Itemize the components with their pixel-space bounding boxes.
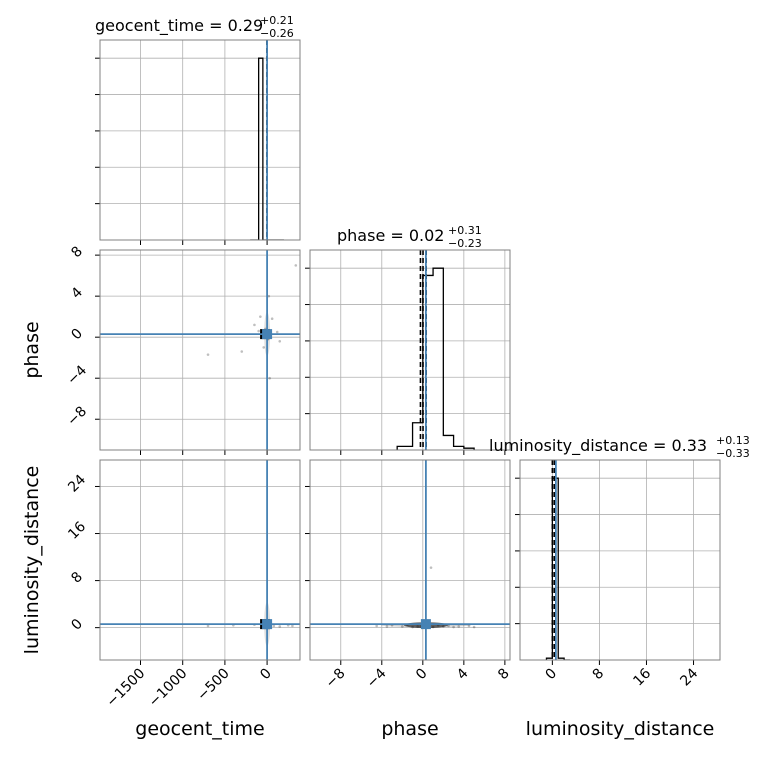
sample-point bbox=[275, 330, 279, 334]
sample-point bbox=[294, 264, 298, 267]
panel-inner bbox=[100, 40, 300, 240]
panel-phase-luminosity_distance: −8 −4 0 4 8 bbox=[305, 459, 513, 692]
sample-point bbox=[291, 624, 294, 628]
x-tick-label: −1500 bbox=[104, 666, 149, 711]
panel-frame bbox=[99, 249, 301, 451]
title-geocent-time-value: geocent_time = 0.29 bbox=[95, 16, 263, 36]
histogram-step bbox=[396, 267, 475, 450]
x-tick-label: 0 bbox=[543, 666, 561, 684]
panel-geocent_time-geocent_time bbox=[95, 39, 301, 245]
panel-inner bbox=[520, 460, 720, 660]
y-tick-label: 4 bbox=[68, 284, 86, 302]
sample-point bbox=[385, 625, 389, 628]
x-tick-label: 0 bbox=[257, 666, 275, 684]
x-axis-label-luminosity-distance: luminosity_distance bbox=[526, 718, 715, 740]
title-phase-value: phase = 0.02 bbox=[337, 226, 444, 245]
panel-inner bbox=[100, 460, 300, 660]
panel-frame bbox=[309, 249, 511, 451]
sample-point bbox=[272, 624, 276, 628]
title-geocent-time: geocent_time = 0.29 bbox=[95, 16, 263, 36]
y-axis-label-luminosity-distance: luminosity_distance bbox=[21, 466, 43, 655]
sample-point bbox=[401, 625, 404, 628]
title-geocent-time-sub: −0.26 bbox=[260, 27, 294, 40]
panel-inner bbox=[310, 460, 510, 660]
title-phase-sub: −0.23 bbox=[448, 237, 482, 250]
x-axis-label-phase: phase bbox=[381, 718, 438, 740]
x-tick-label: −1000 bbox=[146, 666, 191, 711]
x-tick-label: 4 bbox=[454, 665, 472, 683]
histogram-step bbox=[545, 477, 570, 660]
panel-inner bbox=[310, 250, 510, 450]
x-tick-label: 8 bbox=[590, 666, 608, 684]
panel-frame bbox=[99, 459, 301, 661]
y-tick-label: 8 bbox=[68, 569, 86, 587]
corner-panels: −8 −4 0 4 8 −1500−1000 −500 0 0 8 16 24 −8 −4 0 4 8 0 8 16 2… bbox=[64, 39, 721, 711]
histogram-step bbox=[250, 57, 284, 240]
panel-phase-phase bbox=[305, 249, 511, 455]
title-luminosity-distance-sup: +0.13 bbox=[716, 434, 750, 447]
panel-inner bbox=[100, 250, 300, 450]
title-phase: phase = 0.02 bbox=[337, 226, 444, 245]
y-tick-label: 8 bbox=[68, 243, 86, 261]
sample-point bbox=[452, 625, 455, 629]
x-tick-label: 0 bbox=[413, 666, 431, 684]
sample-point bbox=[429, 566, 433, 569]
sample-point bbox=[206, 353, 210, 356]
title-phase-sup: +0.31 bbox=[448, 224, 482, 237]
title-luminosity-distance: luminosity_distance = 0.33 bbox=[489, 436, 707, 456]
sample-point bbox=[467, 624, 471, 628]
panel-frame bbox=[519, 459, 721, 661]
truth-marker bbox=[262, 329, 273, 340]
sample-point bbox=[253, 323, 256, 327]
panel-geocent_time-luminosity_distance: −1500−1000 −500 0 0 8 16 24 bbox=[65, 459, 301, 711]
y-tick-label: −8 bbox=[64, 403, 90, 429]
x-tick-label: 24 bbox=[677, 665, 701, 689]
sample-point bbox=[270, 317, 274, 321]
panel-geocent_time-phase: −8 −4 0 4 8 bbox=[64, 243, 301, 455]
panel-luminosity_distance-luminosity_distance: 0 8 16 24 bbox=[515, 459, 721, 689]
sample-point bbox=[206, 624, 210, 628]
y-tick-label: 16 bbox=[65, 519, 89, 543]
sample-point bbox=[257, 329, 260, 333]
sample-point bbox=[240, 350, 244, 353]
sample-point bbox=[278, 625, 282, 628]
x-tick-label: −8 bbox=[323, 666, 349, 692]
sample-point bbox=[278, 339, 282, 343]
truth-marker bbox=[420, 619, 431, 630]
y-axis-label-phase: phase bbox=[21, 321, 43, 378]
y-tick-label: 0 bbox=[68, 326, 86, 344]
sample-point bbox=[262, 346, 266, 349]
x-axis-label-geocent-time: geocent_time bbox=[135, 718, 264, 740]
panel-frame bbox=[99, 39, 301, 241]
title-luminosity-distance-value: luminosity_distance = 0.33 bbox=[489, 436, 707, 456]
sample-point bbox=[259, 315, 262, 318]
y-tick-label: −4 bbox=[64, 362, 90, 388]
x-tick-label: −4 bbox=[364, 665, 390, 691]
sample-point bbox=[268, 376, 271, 380]
y-tick-label: 0 bbox=[68, 616, 86, 634]
x-tick-label: −500 bbox=[194, 666, 233, 705]
title-geocent-time-sup: +0.21 bbox=[260, 14, 294, 27]
sample-point bbox=[375, 624, 378, 628]
truth-marker bbox=[262, 619, 273, 630]
corner-labels: geocent_time phase luminosity_distance p… bbox=[21, 14, 750, 740]
x-tick-label: 16 bbox=[630, 665, 654, 689]
y-tick-label: 24 bbox=[65, 472, 89, 496]
x-tick-label: 8 bbox=[495, 666, 513, 684]
sample-point bbox=[472, 625, 476, 629]
panel-frame bbox=[309, 459, 511, 661]
title-luminosity-distance-sub: −0.33 bbox=[716, 447, 750, 460]
sample-point bbox=[457, 625, 461, 628]
sample-point bbox=[267, 294, 271, 298]
